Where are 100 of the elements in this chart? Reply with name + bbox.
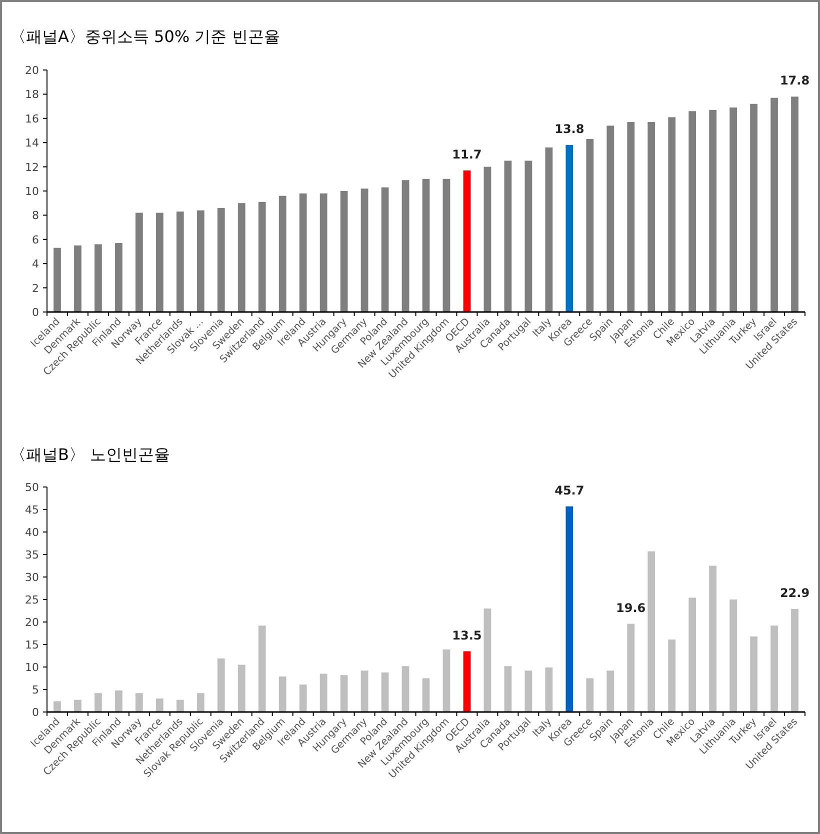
y-tick-label: 35: [25, 548, 39, 562]
y-tick-label: 0: [32, 306, 39, 319]
bar: [730, 600, 737, 712]
bar: [709, 566, 716, 712]
bar: [586, 678, 594, 712]
bar: [176, 212, 184, 312]
bar: [136, 693, 143, 712]
data-label: 11.7: [452, 147, 482, 162]
bar: [320, 674, 328, 712]
y-tick-label: 20: [25, 64, 39, 77]
bar: [688, 598, 696, 712]
bar: [258, 202, 266, 312]
bar: [586, 138, 594, 312]
bar: [115, 243, 122, 312]
bar: [340, 191, 348, 312]
y-tick-label: 30: [25, 571, 39, 584]
bar: [627, 122, 635, 312]
bar: [258, 626, 266, 712]
bar: [74, 245, 82, 312]
bar: [484, 166, 492, 312]
y-tick-label: 18: [25, 88, 39, 102]
bar: [791, 608, 798, 712]
y-tick-label: 10: [25, 661, 39, 674]
bar: [442, 178, 450, 312]
bar: [136, 212, 143, 312]
y-tick-label: 10: [25, 185, 39, 198]
bar: [238, 664, 246, 712]
bar: [196, 210, 204, 312]
bar: [606, 670, 614, 712]
bar: [750, 104, 758, 312]
bar: [545, 147, 553, 312]
bar: [422, 178, 430, 312]
bar: [360, 670, 368, 712]
y-tick-label: 0: [32, 706, 39, 719]
y-tick-label: 25: [25, 594, 39, 606]
bar: [524, 670, 532, 712]
bar: [156, 212, 164, 312]
bar: [278, 196, 286, 312]
bar: [94, 693, 102, 712]
bar: [484, 608, 492, 712]
bar: [668, 117, 676, 312]
chart-title: 〈패널B〉 노인빈곤율: [10, 445, 170, 464]
data-label: 13.5: [452, 628, 482, 642]
bar: [196, 693, 204, 712]
bar: [791, 96, 798, 312]
y-tick-label: 14: [25, 136, 39, 150]
bar: [238, 203, 246, 312]
data-label: 19.6: [616, 600, 646, 615]
bar: [422, 678, 430, 712]
bar: [566, 506, 574, 712]
bar: [545, 667, 553, 712]
bar: [770, 626, 778, 712]
bar: [176, 700, 184, 712]
bar: [340, 675, 348, 712]
data-label: 45.7: [554, 483, 584, 498]
bar: [442, 649, 450, 712]
bar: [402, 180, 410, 312]
bar: [156, 698, 164, 712]
bar: [54, 701, 61, 712]
y-tick-label: 5: [32, 684, 39, 696]
bar: [299, 193, 307, 312]
bar: [217, 208, 225, 312]
bar: [606, 126, 614, 312]
bar: [648, 122, 656, 312]
bar: [524, 160, 532, 312]
bar: [94, 244, 102, 312]
data-label: 13.8: [554, 122, 584, 136]
bar: [709, 110, 716, 312]
y-tick-label: 15: [25, 638, 39, 652]
data-label: 17.8: [780, 74, 810, 88]
y-tick-label: 4: [32, 258, 39, 271]
y-tick-label: 16: [25, 112, 39, 126]
bar: [381, 187, 389, 312]
bar: [566, 145, 574, 312]
bar: [504, 160, 512, 312]
bar: [217, 658, 225, 712]
bar: [627, 624, 635, 712]
bar: [504, 666, 512, 712]
bar: [750, 636, 758, 712]
bar: [402, 666, 410, 712]
bar: [688, 111, 696, 312]
y-tick-label: 2: [32, 282, 39, 295]
y-tick-label: 50: [25, 481, 39, 494]
y-tick-label: 45: [25, 504, 39, 516]
y-tick-label: 20: [25, 616, 39, 629]
bar: [299, 684, 307, 712]
bar: [463, 651, 471, 712]
bar: [463, 170, 471, 312]
chart-title: 〈패널A〉중위소득 50% 기준 빈곤율: [10, 27, 280, 46]
bar: [648, 551, 656, 712]
bar: [381, 672, 389, 712]
bar: [360, 188, 368, 312]
y-tick-label: 40: [25, 526, 39, 539]
bar: [668, 640, 676, 712]
bar: [730, 108, 737, 312]
data-label: 22.9: [780, 586, 810, 600]
bar: [320, 193, 328, 312]
y-tick-label: 6: [32, 233, 39, 246]
y-tick-label: 12: [25, 160, 39, 174]
bar: [278, 676, 286, 712]
